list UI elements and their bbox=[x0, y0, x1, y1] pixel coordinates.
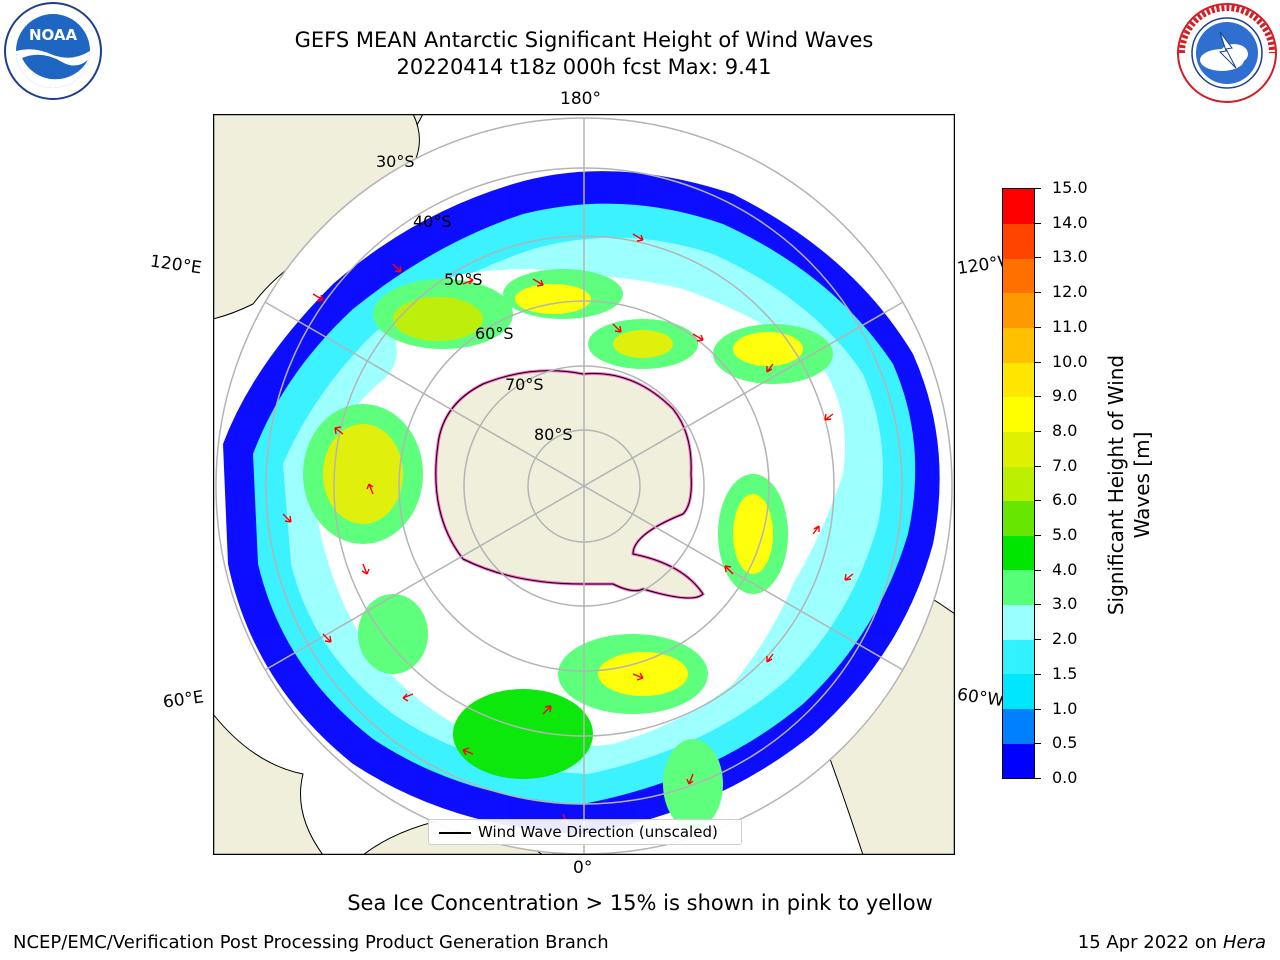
colorbar-tick-mark bbox=[1035, 222, 1041, 224]
map-legend: Wind Wave Direction (unscaled) bbox=[428, 819, 742, 845]
colorbar-tick-label: 12.0 bbox=[1052, 282, 1088, 302]
colorbar-tick-label: 1.0 bbox=[1052, 698, 1078, 718]
colorbar-segment bbox=[1003, 396, 1034, 432]
colorbar-tick-mark bbox=[1035, 639, 1041, 641]
colorbar-tick-label: 7.0 bbox=[1052, 455, 1078, 475]
colorbar-segment bbox=[1003, 292, 1034, 328]
latitude-label-80s: 80°S bbox=[534, 425, 573, 444]
colorbar-segment bbox=[1003, 500, 1034, 536]
colorbar-segment bbox=[1003, 639, 1034, 675]
south-america-lower-land bbox=[213, 713, 324, 855]
colorbar-segment bbox=[1003, 743, 1034, 779]
colorbar-tick-label: 14.0 bbox=[1052, 212, 1088, 232]
colorbar-tick-label: 1.5 bbox=[1052, 663, 1078, 683]
colorbar-tick-mark bbox=[1035, 604, 1041, 606]
chart-title-line-2: 20220414 t18z 000h fcst Max: 9.41 bbox=[396, 55, 772, 79]
noaa-logo-text: NOAA bbox=[29, 26, 78, 44]
colorbar-tick-mark bbox=[1035, 708, 1041, 710]
colorbar-segment bbox=[1003, 466, 1034, 502]
chart-title-line-1: GEFS MEAN Antarctic Significant Height o… bbox=[294, 28, 874, 52]
colorbar bbox=[1002, 188, 1035, 779]
map-border bbox=[213, 114, 955, 855]
antarctic-map bbox=[213, 114, 955, 855]
longitude-label-120e: 120°E bbox=[148, 251, 203, 279]
colorbar-tick-mark bbox=[1035, 778, 1041, 779]
colorbar-tick-mark bbox=[1035, 361, 1041, 363]
colorbar-segment bbox=[1003, 258, 1034, 294]
latitude-label-70s: 70°S bbox=[505, 375, 544, 394]
colorbar-tick-mark bbox=[1035, 569, 1041, 571]
colorbar-segment bbox=[1003, 604, 1034, 640]
footer-credit: NCEP/EMC/Verification Post Processing Pr… bbox=[13, 932, 609, 953]
latitude-label-30s: 30°S bbox=[376, 152, 415, 171]
colorbar-tick-mark bbox=[1035, 396, 1041, 398]
colorbar-segment bbox=[1003, 570, 1034, 606]
colorbar-tick-label: 0.5 bbox=[1052, 733, 1078, 753]
colorbar-tick-mark bbox=[1035, 292, 1041, 294]
colorbar-label-line-2: Waves [m] bbox=[1130, 431, 1154, 539]
footer-date: 15 Apr 2022 on Hera bbox=[1078, 932, 1266, 953]
colorbar-segment bbox=[1003, 189, 1034, 224]
wind-wave-arrows bbox=[282, 233, 854, 825]
colorbar-tick-label: 5.0 bbox=[1052, 525, 1078, 545]
colorbar-tick-mark bbox=[1035, 673, 1041, 675]
colorbar-segment bbox=[1003, 362, 1034, 398]
colorbar-tick-mark bbox=[1035, 326, 1041, 328]
colorbar-tick-mark bbox=[1035, 465, 1041, 467]
colorbar-segment bbox=[1003, 223, 1034, 259]
colorbar-tick-label: 2.0 bbox=[1052, 629, 1078, 649]
colorbar-segment bbox=[1003, 431, 1034, 467]
colorbar-segment bbox=[1003, 674, 1034, 710]
latitude-label-50s: 50°S bbox=[444, 270, 483, 289]
colorbar-tick-mark bbox=[1035, 500, 1041, 502]
colorbar-tick-label: 9.0 bbox=[1052, 386, 1078, 406]
colorbar-tick-mark bbox=[1035, 188, 1041, 189]
latitude-label-40s: 40°S bbox=[413, 212, 452, 231]
colorbar-tick-mark bbox=[1035, 743, 1041, 745]
antarctica-land bbox=[434, 369, 705, 600]
colorbar-label-line-1: Significant Height of Wind bbox=[1104, 354, 1128, 616]
colorbar-tick-label: 11.0 bbox=[1052, 316, 1088, 336]
latitude-label-60s: 60°S bbox=[475, 324, 514, 343]
longitude-label-60e: 60°E bbox=[161, 687, 206, 713]
longitude-label-0: 0° bbox=[573, 858, 593, 878]
colorbar-tick-label: 10.0 bbox=[1052, 351, 1088, 371]
colorbar-segment bbox=[1003, 708, 1034, 744]
colorbar-segment bbox=[1003, 535, 1034, 571]
sea-ice-note: Sea Ice Concentration > 15% is shown in … bbox=[347, 891, 933, 915]
longitude-label-180: 180° bbox=[560, 89, 601, 109]
colorbar-tick-label: 4.0 bbox=[1052, 559, 1078, 579]
colorbar-tick-mark bbox=[1035, 257, 1041, 259]
longitude-label-60w: 60°W bbox=[955, 684, 1006, 712]
footer-machine: Hera bbox=[1222, 932, 1266, 953]
colorbar-tick-label: 15.0 bbox=[1052, 178, 1088, 197]
colorbar-tick-mark bbox=[1035, 430, 1041, 432]
colorbar-tick-label: 6.0 bbox=[1052, 490, 1078, 510]
legend-label: Wind Wave Direction (unscaled) bbox=[478, 823, 718, 841]
colorbar-tick-label: 13.0 bbox=[1052, 247, 1088, 267]
footer-date-text: 15 Apr 2022 on bbox=[1077, 932, 1218, 953]
colorbar-tick-label: 8.0 bbox=[1052, 420, 1078, 440]
colorbar-label: Significant Height of Wind Waves [m] bbox=[1103, 325, 1155, 645]
colorbar-tick-label: 3.0 bbox=[1052, 594, 1078, 614]
legend-line-sample bbox=[439, 832, 471, 834]
national-weather-service-logo bbox=[1177, 3, 1277, 103]
colorbar-tick-label: 0.0 bbox=[1052, 768, 1078, 787]
colorbar-tick-mark bbox=[1035, 535, 1041, 537]
noaa-logo: NOAA bbox=[4, 2, 102, 100]
colorbar-segment bbox=[1003, 327, 1034, 363]
